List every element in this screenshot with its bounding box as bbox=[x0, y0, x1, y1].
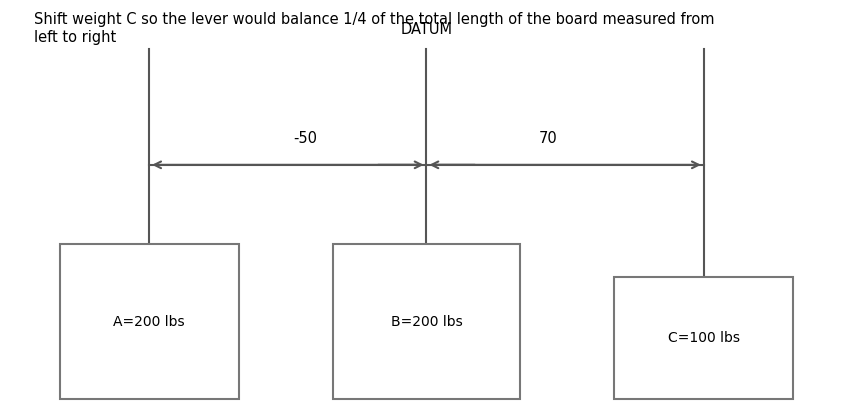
Text: C=100 lbs: C=100 lbs bbox=[667, 331, 739, 345]
Text: Shift weight C so the lever would balance 1/4 of the total length of the board m: Shift weight C so the lever would balanc… bbox=[34, 12, 714, 45]
Bar bbox=[332, 244, 520, 399]
Text: B=200 lbs: B=200 lbs bbox=[390, 315, 462, 328]
Bar bbox=[60, 244, 239, 399]
Bar bbox=[613, 277, 792, 399]
Text: A=200 lbs: A=200 lbs bbox=[113, 315, 185, 328]
Text: DATUM: DATUM bbox=[400, 22, 452, 37]
Text: 70: 70 bbox=[538, 131, 556, 146]
Text: -50: -50 bbox=[292, 131, 317, 146]
